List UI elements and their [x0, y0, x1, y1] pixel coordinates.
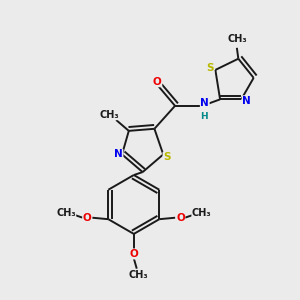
Text: CH₃: CH₃	[227, 34, 247, 44]
Text: CH₃: CH₃	[192, 208, 212, 218]
Text: H: H	[200, 112, 208, 121]
Text: CH₃: CH₃	[100, 110, 119, 120]
Text: O: O	[129, 249, 138, 259]
Text: O: O	[83, 213, 92, 223]
Text: CH₃: CH₃	[128, 270, 148, 280]
Text: S: S	[163, 152, 170, 162]
Text: CH₃: CH₃	[56, 208, 76, 218]
Text: N: N	[114, 149, 123, 159]
Text: N: N	[200, 98, 209, 109]
Text: O: O	[176, 213, 185, 223]
Text: N: N	[242, 96, 251, 106]
Text: S: S	[206, 63, 214, 74]
Text: O: O	[153, 77, 162, 87]
